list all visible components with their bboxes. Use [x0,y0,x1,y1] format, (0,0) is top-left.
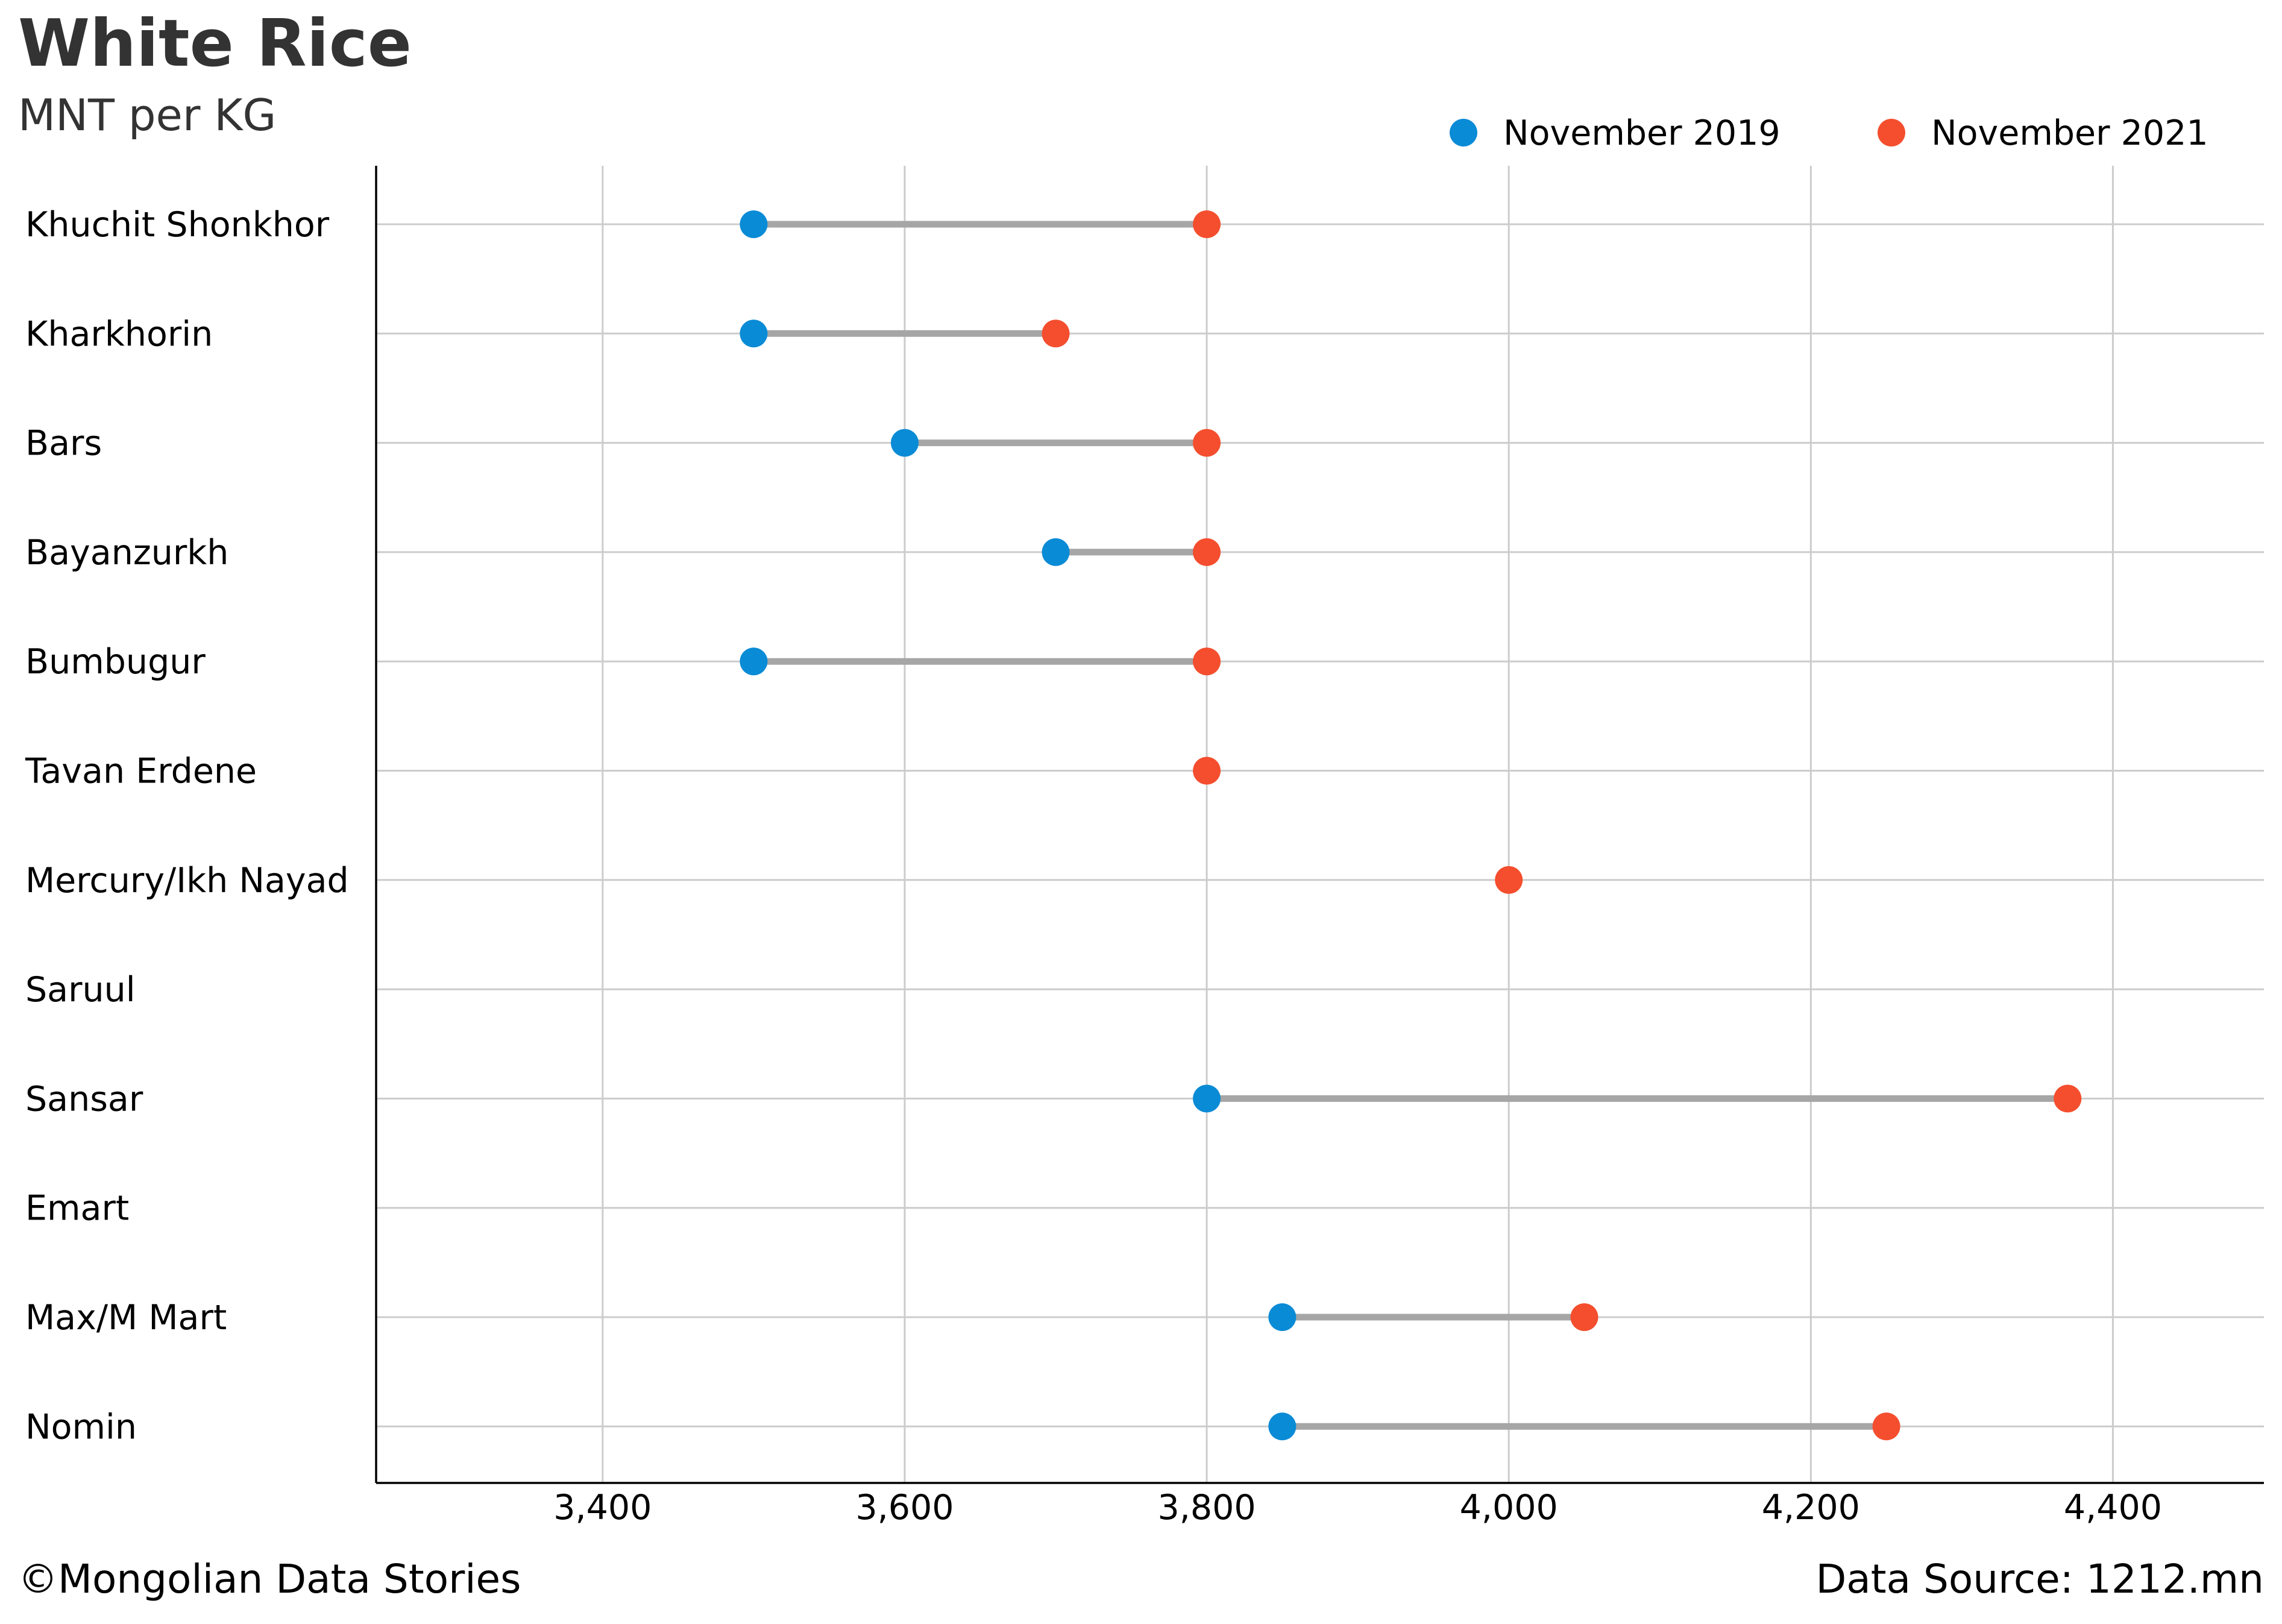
x-tick-label: 3,800 [1157,1488,1256,1528]
axis-layer [375,166,2264,1484]
point-nov-2021 [1042,319,1070,348]
legend-marker [1450,119,1477,146]
category-label: Tavan Erdene [25,752,257,792]
point-nov-2021 [1193,210,1221,238]
legend-label: November 2021 [1931,113,2208,153]
point-nov-2021 [1193,647,1221,676]
category-label: Bumbugur [25,642,206,682]
x-tick-label: 4,200 [1762,1488,1860,1528]
category-label: Kharkhorin [25,314,213,354]
chart-title: White Rice [18,6,412,81]
category-label: Sansar [25,1079,143,1119]
category-label: Saruul [25,970,136,1010]
point-nov-2021 [1193,538,1221,566]
connector-layer [753,221,2068,1430]
footer-source: Data Source: 1212.mn [1815,1556,2264,1602]
legend-marker [1878,119,1905,146]
label-layer: 3,400 3,600 3,800 4,000 4,200 4,400 Khuchit Sh… [25,205,2162,1528]
x-tick-label: 3,400 [553,1488,652,1528]
x-tick-label: 4,000 [1460,1488,1558,1528]
point-nov-2019 [890,429,919,457]
point-nov-2019 [1268,1303,1297,1331]
footer-credit: ©Mongolian Data Stories [18,1556,521,1602]
legend-label: November 2019 [1503,113,1781,153]
category-label: Khuchit Shonkhor [25,205,330,245]
point-nov-2019 [1042,538,1070,566]
legend: November 2019 November 2021 [1450,113,2208,153]
point-nov-2021 [1570,1303,1598,1331]
point-nov-2021 [2054,1084,2082,1113]
point-nov-2019 [740,647,768,676]
point-nov-2019 [1193,1084,1221,1113]
category-label: Mercury/Ikh Nayad [25,861,349,901]
category-label: Max/M Mart [25,1298,227,1338]
point-nov-2021 [1495,866,1523,894]
point-nov-2021 [1193,429,1221,457]
point-nov-2019 [1268,1412,1297,1441]
point-nov-2019 [740,210,768,238]
point-nov-2019 [740,319,768,348]
category-label: Bayanzurkh [25,533,228,573]
category-label: Bars [25,424,102,464]
x-tick-label: 4,400 [2064,1488,2162,1528]
chart-subtitle: MNT per KG [18,90,277,140]
category-label: Nomin [25,1407,137,1447]
x-tick-label: 3,600 [855,1488,954,1528]
point-nov-2021 [1193,757,1221,785]
point-nov-2021 [1872,1412,1900,1441]
grid-layer [376,166,2264,1483]
point-layer [740,210,2082,1441]
category-label: Emart [25,1189,129,1229]
